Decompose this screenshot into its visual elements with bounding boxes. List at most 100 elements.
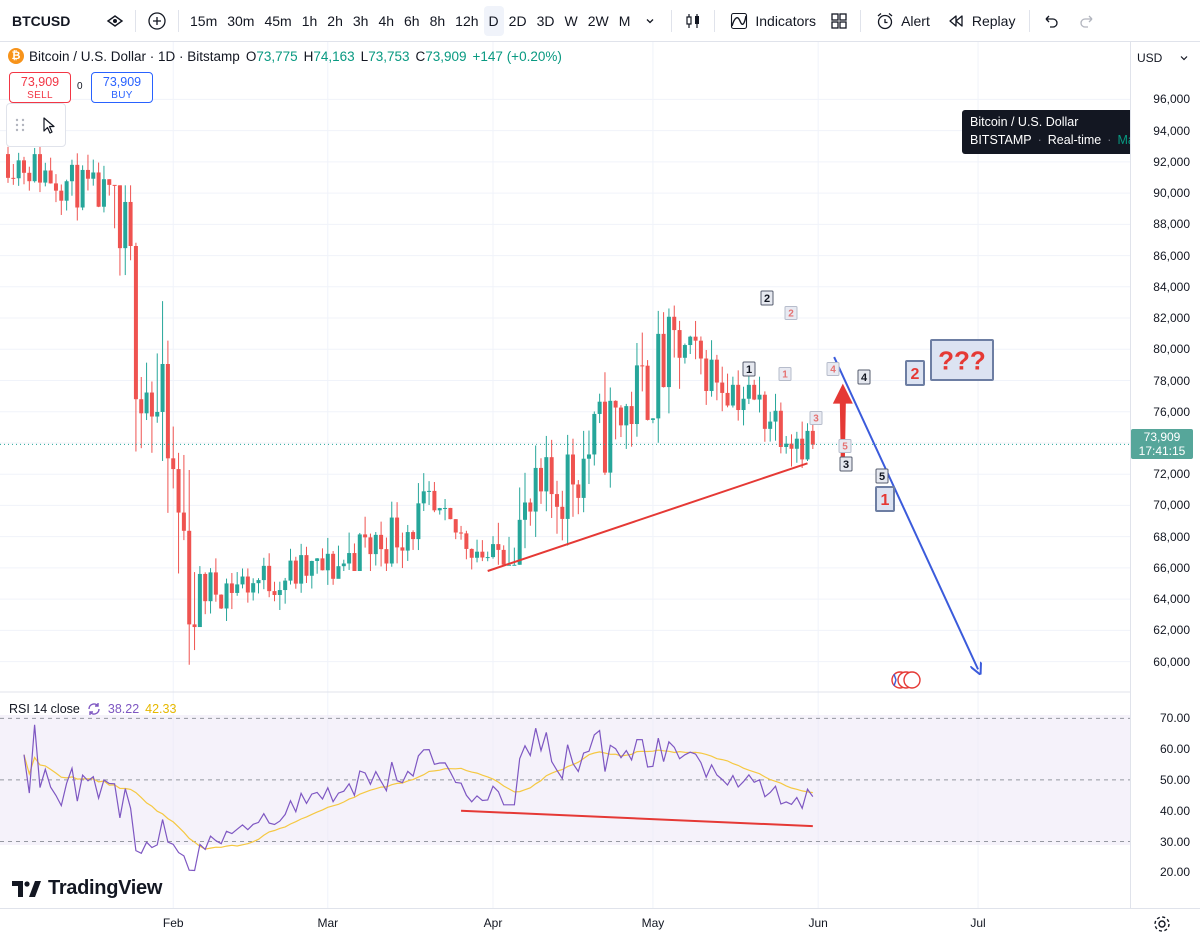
indicators-label: Indicators: [755, 12, 817, 29]
candle: [432, 482, 437, 513]
interval-4h[interactable]: 4h: [378, 12, 395, 29]
gear-icon[interactable]: [1152, 914, 1172, 934]
chart-type-button[interactable]: [678, 6, 708, 36]
toolbar-divider: [1029, 9, 1031, 32]
candle: [528, 498, 533, 526]
support-trendline[interactable]: [487, 462, 808, 572]
time-tick-label: Apr: [483, 916, 503, 930]
candle: [240, 568, 245, 589]
refresh-icon[interactable]: [86, 701, 102, 717]
compare-symbol-button[interactable]: [142, 6, 172, 36]
watch-symbol-icon[interactable]: [101, 7, 129, 35]
wave-label: 2: [905, 360, 925, 386]
candle: [736, 370, 741, 421]
sell-price: 73,909: [20, 75, 60, 89]
price-chart[interactable]: 1 2 3 4 5 1 2 3 4 5 1 2???: [0, 42, 1130, 908]
interval-w[interactable]: W: [564, 12, 578, 29]
wave-label: ???: [930, 339, 994, 381]
toolbar-divider: [178, 9, 179, 32]
candle: [661, 312, 666, 388]
candle: [437, 507, 442, 515]
candle: [672, 305, 677, 358]
interval-1h[interactable]: 1h: [301, 12, 318, 29]
interval-30m[interactable]: 30m: [227, 12, 255, 29]
interval-15m[interactable]: 15m: [190, 12, 218, 29]
candle: [373, 532, 378, 566]
candle: [192, 572, 197, 651]
sell-label: SELL: [27, 90, 53, 101]
candle: [448, 507, 453, 520]
price-tick-label: 60,000: [1153, 654, 1190, 669]
sell-button[interactable]: 73,909 SELL: [9, 72, 71, 103]
interval-3h[interactable]: 3h: [352, 12, 369, 29]
candle: [805, 423, 810, 462]
candle: [208, 568, 213, 614]
candle: [666, 308, 671, 414]
candles: [6, 142, 815, 665]
candle: [709, 340, 714, 397]
candle: [123, 185, 128, 276]
candle: [80, 165, 85, 211]
candle: [128, 185, 133, 261]
time-axis[interactable]: Feb Mar Apr May Jun Jul: [0, 908, 1200, 939]
currency-selector[interactable]: USD: [1131, 44, 1195, 71]
interval-2h[interactable]: 2h: [327, 12, 343, 29]
alert-label: Alert: [901, 12, 930, 29]
interval-m[interactable]: M: [618, 12, 631, 29]
candle: [107, 179, 112, 196]
cursor-icon[interactable]: [41, 116, 57, 134]
interval-12h[interactable]: 12h: [455, 12, 479, 29]
svg-text:1: 1: [746, 364, 752, 376]
up-arrow[interactable]: [832, 383, 853, 464]
economic-events-icon[interactable]: [891, 671, 921, 689]
replay-button[interactable]: Replay: [938, 6, 1024, 36]
candle: [597, 393, 602, 424]
wave-label: 5: [838, 439, 852, 453]
candle: [48, 157, 53, 184]
candle: [347, 532, 352, 570]
interval-d[interactable]: D: [483, 5, 504, 36]
price-tick-label: 86,000: [1153, 248, 1190, 263]
candle: [800, 421, 805, 468]
projection-arrow[interactable]: [833, 356, 978, 669]
candle: [752, 379, 757, 401]
interval-dropdown[interactable]: [635, 6, 665, 36]
interval-6h[interactable]: 6h: [404, 12, 420, 29]
symbol-search[interactable]: BTCUSD: [6, 6, 101, 36]
price-tick-label: 72,000: [1153, 467, 1190, 482]
candle: [149, 381, 154, 453]
undo-button[interactable]: [1036, 6, 1066, 36]
redo-button[interactable]: [1072, 6, 1102, 36]
drawing-tool-panel: [6, 103, 66, 147]
svg-text:4: 4: [830, 365, 836, 376]
interval-2w[interactable]: 2W: [587, 12, 609, 29]
interval-45m[interactable]: 45m: [264, 12, 292, 29]
chevron-down-icon: [1180, 55, 1188, 60]
drag-handle-icon[interactable]: [15, 118, 25, 132]
candle: [43, 162, 48, 187]
candle: [496, 522, 501, 565]
price-tick-label: 90,000: [1153, 186, 1190, 201]
candle: [565, 434, 570, 546]
candle: [112, 184, 117, 229]
candle: [69, 159, 74, 196]
price-axis[interactable]: 96,000 94,000 92,000 90,000 88,000 86,000 84,0…: [1130, 42, 1200, 908]
candle: [645, 360, 650, 421]
layouts-button[interactable]: [824, 6, 854, 36]
indicators-button[interactable]: Indicators: [721, 6, 824, 36]
interval-3d[interactable]: 3D: [536, 12, 555, 29]
add-icon: [148, 11, 166, 30]
interval-2d[interactable]: 2D: [508, 12, 527, 29]
rsi-trendline[interactable]: [461, 809, 813, 828]
candle: [602, 372, 607, 475]
price-tick-label: 70,000: [1153, 498, 1190, 513]
candle: [459, 525, 464, 540]
buy-button[interactable]: 73,909 BUY: [91, 72, 153, 103]
candle: [576, 480, 581, 515]
candle: [475, 539, 480, 563]
candle: [714, 354, 719, 401]
wave-label: 1: [778, 367, 792, 381]
price-tick-label: 92,000: [1153, 154, 1190, 169]
interval-8h[interactable]: 8h: [429, 12, 446, 29]
alert-button[interactable]: Alert: [867, 6, 938, 36]
